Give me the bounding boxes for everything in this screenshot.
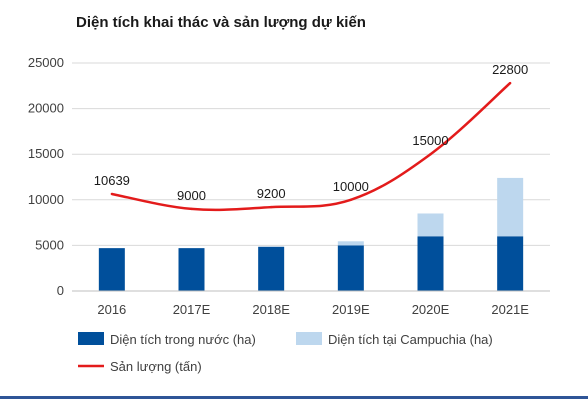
data-label: 22800: [492, 62, 528, 77]
output-line-path: [111, 82, 511, 212]
data-label: 10639: [94, 173, 130, 188]
x-tick-label: 2020E: [412, 302, 450, 317]
y-tick-label: 25000: [28, 55, 64, 70]
bottom-rule: [0, 396, 588, 399]
chart-title: Diện tích khai thác và sản lượng dự kiến: [76, 14, 366, 31]
bar-cambodia: [337, 241, 364, 246]
output-line: [110, 81, 512, 212]
data-label: 15000: [412, 133, 448, 148]
line-data-labels: 10639 9000 9200 10000 15000 22800: [94, 62, 528, 203]
x-tick-label: 2018E: [252, 302, 290, 317]
x-tick-label: 2021E: [491, 302, 529, 317]
data-label: 9000: [177, 188, 206, 203]
grid-lines: [72, 62, 550, 246]
y-tick-label: 10000: [28, 192, 64, 207]
bar-domestic: [98, 248, 125, 291]
bar-domestic: [337, 245, 364, 291]
legend-swatch-domestic: [78, 332, 104, 345]
legend-label-output: Sản lượng (tấn): [110, 359, 202, 374]
bar-domestic: [258, 246, 285, 291]
bar-domestic: [178, 248, 205, 291]
bar-domestic: [497, 236, 524, 291]
x-tick-label: 2017E: [173, 302, 211, 317]
legend-label-domestic: Diện tích trong nước (ha): [110, 332, 256, 347]
y-axis-ticks: 0 5000 10000 15000 20000 25000: [28, 55, 64, 298]
output-point: [429, 153, 432, 156]
legend-swatch-cambodia: [296, 332, 322, 345]
output-point: [508, 81, 512, 85]
data-label: 9200: [257, 186, 286, 201]
output-point: [110, 192, 114, 196]
bars: [98, 177, 524, 291]
x-tick-label: 2019E: [332, 302, 370, 317]
y-tick-label: 20000: [28, 101, 64, 116]
data-label: 10000: [333, 179, 369, 194]
output-point: [349, 198, 353, 201]
legend: Diện tích trong nước (ha) Diện tích tại C…: [78, 332, 493, 374]
bar-domestic: [417, 236, 444, 291]
x-axis-ticks: 2016 2017E 2018E 2019E 2020E 2021E: [97, 302, 529, 317]
output-point: [269, 205, 273, 209]
y-tick-label: 15000: [28, 146, 64, 161]
bar-cambodia: [417, 213, 444, 237]
x-tick-label: 2016: [97, 302, 126, 317]
output-point: [190, 207, 193, 211]
legend-label-cambodia: Diện tích tại Campuchia (ha): [328, 332, 493, 347]
y-tick-label: 0: [57, 283, 64, 298]
bar-cambodia: [497, 177, 524, 237]
y-tick-label: 5000: [35, 237, 64, 252]
